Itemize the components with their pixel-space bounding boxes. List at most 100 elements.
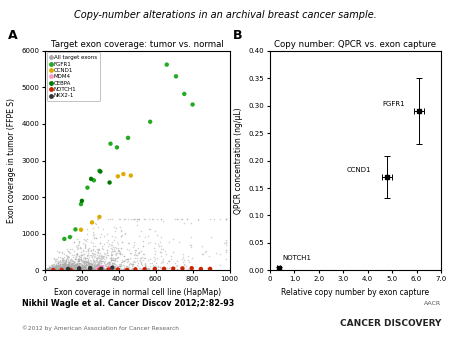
Point — [55, 249, 63, 255]
Point — [50, 267, 58, 272]
Point — [48, 268, 55, 273]
Point — [81, 255, 89, 261]
Point — [110, 257, 117, 263]
Point — [148, 267, 155, 272]
Point — [172, 74, 180, 79]
Point — [117, 267, 124, 272]
Point — [65, 266, 72, 271]
Point — [89, 267, 96, 272]
Point — [52, 262, 59, 268]
Point — [85, 261, 92, 266]
Point — [60, 261, 67, 267]
Point — [69, 265, 76, 271]
Y-axis label: QPCR concentration (ng/μL): QPCR concentration (ng/μL) — [234, 107, 243, 214]
Point — [43, 268, 50, 273]
Point — [61, 266, 68, 271]
Point — [80, 260, 87, 265]
Point — [70, 261, 77, 266]
Point — [46, 267, 53, 272]
Point — [59, 266, 66, 272]
Point — [46, 267, 53, 272]
Point — [71, 267, 78, 272]
Point — [44, 268, 51, 273]
Point — [95, 252, 103, 258]
Point — [45, 266, 53, 271]
Point — [84, 264, 91, 270]
Point — [95, 263, 102, 269]
Point — [63, 267, 70, 272]
Point — [66, 267, 73, 272]
Point — [50, 267, 57, 272]
Point — [42, 268, 49, 273]
Point — [48, 267, 55, 272]
Point — [56, 268, 63, 273]
Point — [42, 267, 50, 273]
Point — [89, 225, 96, 231]
Point — [178, 216, 185, 222]
Point — [44, 267, 51, 272]
Point — [48, 266, 55, 272]
Point — [62, 258, 69, 263]
Point — [138, 256, 145, 261]
Point — [90, 241, 97, 246]
Point — [48, 268, 55, 273]
Point — [77, 261, 85, 266]
Point — [101, 266, 108, 271]
Point — [47, 267, 54, 272]
Point — [64, 267, 72, 273]
Point — [48, 268, 55, 273]
Point — [180, 262, 187, 267]
Point — [72, 266, 79, 271]
Point — [94, 265, 101, 270]
Point — [55, 267, 62, 273]
Point — [46, 268, 53, 273]
Point — [49, 268, 56, 273]
Point — [109, 263, 117, 269]
Point — [60, 267, 67, 272]
Point — [59, 264, 66, 269]
Point — [43, 267, 50, 273]
Point — [67, 265, 74, 270]
Point — [69, 266, 76, 272]
Point — [101, 257, 108, 262]
Point — [44, 268, 51, 273]
Point — [62, 261, 69, 266]
Point — [58, 267, 65, 273]
Point — [77, 266, 84, 271]
Point — [44, 266, 51, 271]
Point — [95, 263, 103, 269]
Point — [54, 267, 62, 273]
Point — [103, 266, 110, 271]
Point — [43, 267, 50, 273]
Point — [48, 267, 55, 273]
Point — [65, 260, 72, 266]
Point — [61, 261, 68, 266]
Point — [65, 267, 72, 272]
Point — [58, 262, 66, 268]
Point — [130, 262, 137, 268]
Point — [95, 266, 103, 272]
Point — [42, 268, 50, 273]
Point — [53, 265, 60, 271]
Point — [112, 257, 119, 263]
Point — [70, 267, 77, 273]
Point — [76, 258, 83, 264]
Point — [75, 267, 82, 273]
Point — [50, 266, 57, 272]
Point — [83, 237, 90, 242]
Point — [56, 267, 63, 272]
Point — [110, 261, 117, 266]
Point — [114, 254, 122, 259]
Point — [70, 263, 77, 269]
Point — [45, 268, 53, 273]
Point — [163, 62, 171, 67]
Point — [86, 260, 94, 266]
Point — [47, 267, 54, 273]
Point — [75, 266, 82, 271]
Point — [49, 267, 56, 272]
Point — [74, 267, 81, 273]
Point — [49, 263, 56, 268]
Point — [47, 266, 54, 271]
Point — [85, 248, 92, 253]
Point — [185, 266, 192, 271]
